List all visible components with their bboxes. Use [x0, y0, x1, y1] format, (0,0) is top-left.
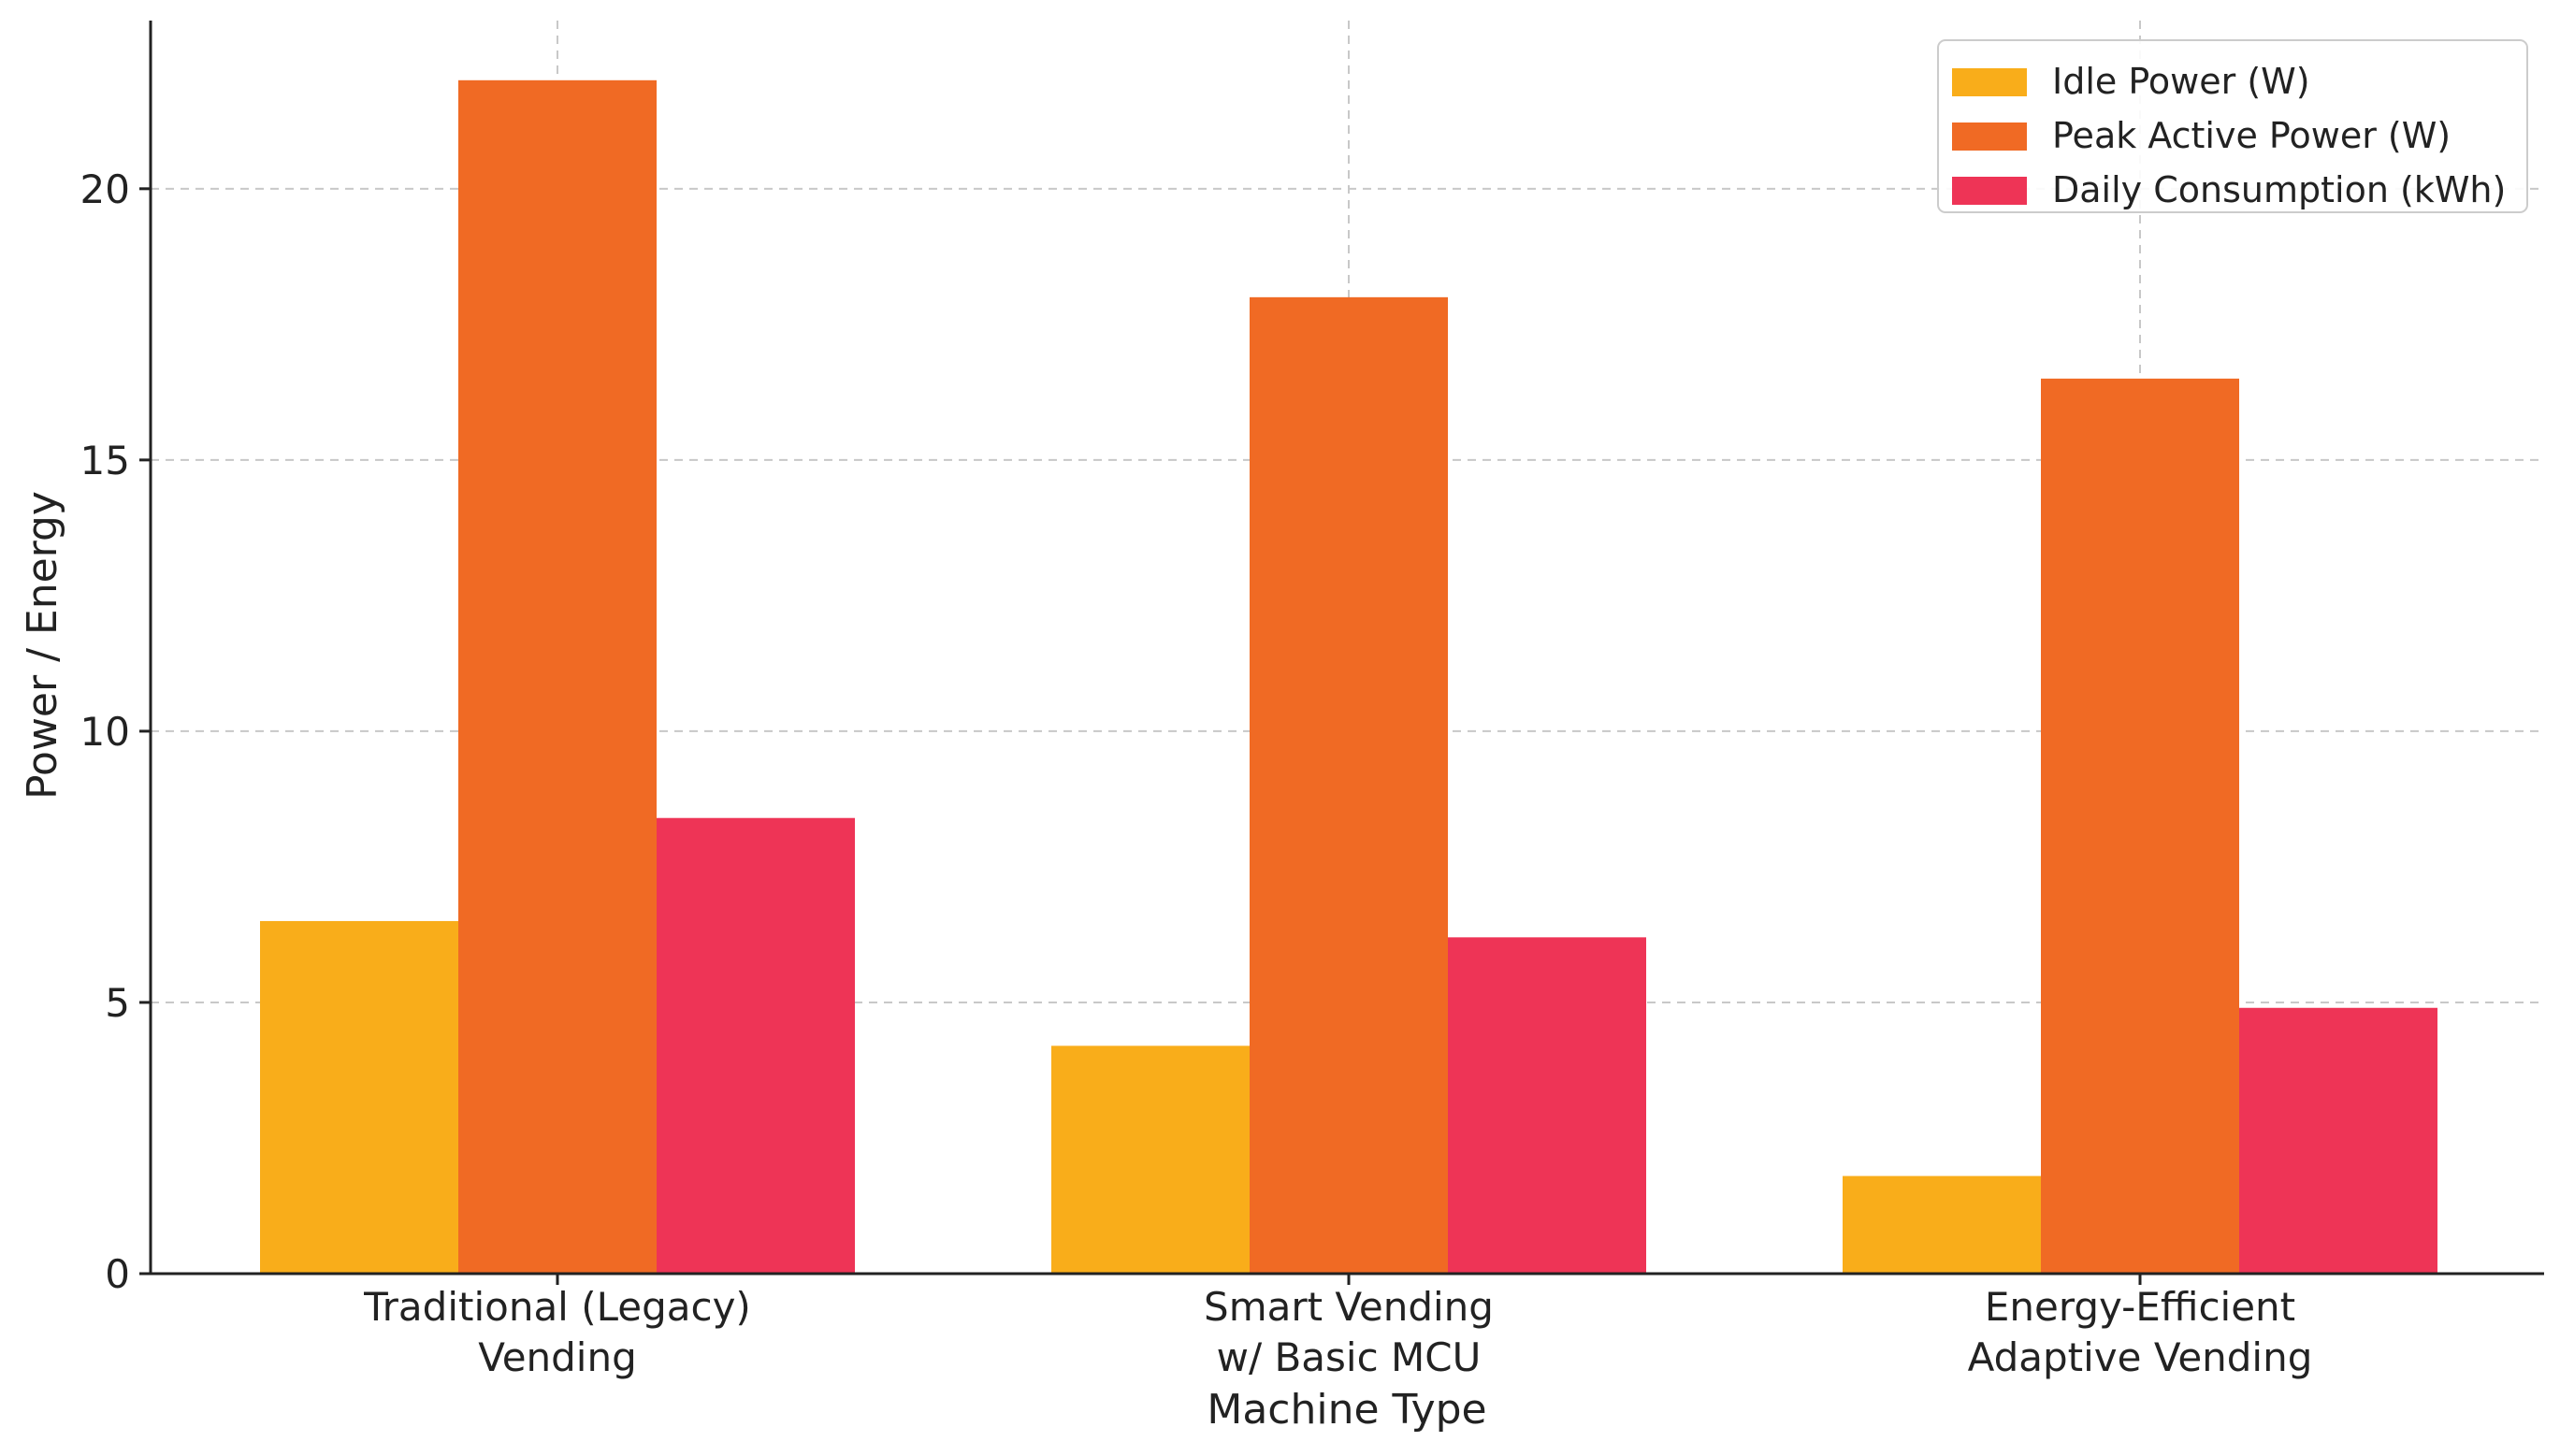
bar-peak-active-power-w-2 — [2041, 378, 2239, 1274]
x-tick-label: Energy-Efficient — [1985, 1284, 2295, 1330]
legend-label: Daily Consumption (kWh) — [2052, 169, 2506, 210]
legend: Idle Power (W) Peak Active Power (W) Daily… — [1937, 39, 2528, 213]
bar-daily-consumption-kwh-0 — [657, 817, 855, 1274]
bar-idle-power-w-1 — [1051, 1045, 1250, 1274]
y-tick-label: 10 — [80, 709, 130, 755]
bar-peak-active-power-w-0 — [458, 79, 657, 1274]
x-tick-label: w/ Basic MCU — [1217, 1334, 1482, 1380]
bar-peak-active-power-w-1 — [1250, 296, 1448, 1275]
x-tick-label: Vending — [478, 1334, 637, 1380]
bar-idle-power-w-2 — [1843, 1175, 2041, 1274]
y-tick-label: 20 — [80, 166, 130, 212]
labels-layer: 0 5 10 15 20 Traditional (Legacy)Vending Smart… — [80, 166, 2313, 1380]
x-axis-label: Machine Type — [1207, 1386, 1486, 1434]
legend-swatch — [1952, 68, 2027, 96]
x-tick-label: Traditional (Legacy) — [363, 1284, 751, 1330]
y-tick-label: 5 — [105, 980, 130, 1026]
bar-daily-consumption-kwh-2 — [2239, 1007, 2437, 1274]
x-tick-label: Adaptive Vending — [1968, 1334, 2313, 1380]
y-axis-label: Power / Energy — [19, 491, 66, 800]
legend-swatch — [1952, 177, 2027, 205]
bar-daily-consumption-kwh-1 — [1448, 937, 1646, 1274]
y-tick-label: 15 — [80, 438, 130, 483]
y-tick-label: 0 — [105, 1251, 130, 1297]
legend-box — [1937, 39, 2528, 213]
bar-idle-power-w-0 — [260, 920, 458, 1274]
bars-layer — [260, 79, 2437, 1275]
legend-label: Idle Power (W) — [2052, 61, 2310, 102]
x-tick-label: Smart Vending — [1204, 1284, 1494, 1330]
legend-label: Peak Active Power (W) — [2052, 115, 2451, 156]
legend-swatch — [1952, 123, 2027, 151]
axes-layer — [139, 21, 2544, 1285]
